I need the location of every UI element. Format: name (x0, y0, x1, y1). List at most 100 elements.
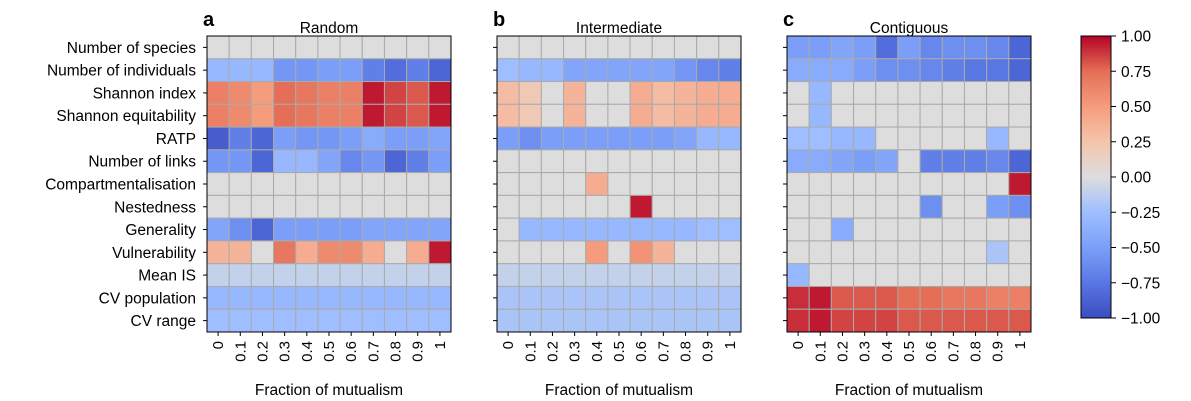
heatmap-cell (406, 126, 430, 151)
heatmap-cell (317, 285, 341, 310)
heatmap-cell (339, 240, 363, 265)
heatmap-cell (496, 240, 520, 265)
heatmap-cell (339, 81, 363, 105)
heatmap-cell (1008, 194, 1032, 219)
heatmap-cell (339, 126, 363, 151)
heatmap-cell (853, 103, 877, 128)
heatmap-cell (651, 35, 675, 60)
heatmap-cell (428, 103, 452, 128)
heatmap-cell (941, 217, 965, 242)
heatmap-cell (361, 240, 385, 265)
x-tick-label: 0.8 (678, 341, 695, 362)
heatmap-cell (206, 240, 230, 265)
heatmap-cell (1008, 35, 1032, 60)
panel-title: Random (300, 20, 359, 37)
heatmap-cell (651, 149, 675, 174)
heatmap-cell (228, 263, 252, 287)
heatmap-cell (563, 81, 587, 105)
heatmap-cell (339, 217, 363, 242)
heatmap-cell (629, 58, 653, 83)
heatmap-cell (786, 240, 810, 265)
heatmap-cell (518, 285, 542, 310)
heatmap-cell (808, 172, 832, 196)
heatmap-cell (830, 194, 855, 219)
heatmap-cell (875, 217, 899, 242)
x-tick-label: 0.4 (299, 341, 316, 362)
heatmap-cell (830, 172, 855, 196)
x-tick-label: 0.7 (365, 341, 382, 362)
heatmap-cell (786, 308, 810, 333)
x-tick-label: 0.6 (923, 341, 940, 362)
heatmap-cell (941, 240, 965, 265)
heatmap-cell (206, 172, 230, 196)
heatmap-cell (228, 285, 252, 310)
heatmap-cell (607, 263, 631, 287)
heatmap-cell (919, 240, 943, 265)
heatmap-cell (496, 172, 520, 196)
panel-letter: b (493, 9, 505, 31)
heatmap-cell (897, 285, 921, 310)
heatmap-cell (673, 172, 698, 196)
heatmap-cell (696, 240, 720, 265)
heatmap-cell (607, 35, 631, 60)
row-labels: Number of species Number of individuals Sh… (45, 40, 196, 330)
x-tick-label: 0.3 (277, 341, 294, 362)
heatmap-cell (273, 240, 297, 265)
heatmap-cell (273, 217, 297, 242)
heatmap-cell (897, 240, 921, 265)
heatmap-cell (808, 126, 832, 151)
x-tick-label: 0.5 (321, 341, 338, 362)
heatmap-cell (808, 149, 832, 174)
heatmap-cell (273, 149, 297, 174)
heatmap-cell (875, 35, 899, 60)
heatmap-cell (853, 217, 877, 242)
heatmap-cell (406, 58, 430, 83)
heatmap-cell (786, 126, 810, 151)
heatmap-cell (963, 103, 988, 128)
colorbar-ticks: 1.00 0.75 0.50 0.25 0.00 −0.25 −0.50 −0.75 −1.00 (1111, 29, 1161, 328)
heatmap-cell (206, 126, 230, 151)
heatmap-cell (585, 194, 609, 219)
heatmap-cell (830, 263, 855, 287)
heatmap-cell (273, 103, 297, 128)
heatmap-cell (651, 58, 675, 83)
heatmap-cell (808, 35, 832, 60)
heatmap-cell (406, 263, 430, 287)
heatmap-cell (563, 217, 587, 242)
heatmap-cell (1008, 263, 1032, 287)
heatmap-cell (206, 285, 230, 310)
heatmap-cell (919, 285, 943, 310)
heatmap-cell (383, 263, 408, 287)
heatmap-cell (585, 263, 609, 287)
heatmap-cell (941, 149, 965, 174)
heatmap-cell (250, 126, 275, 151)
row-label: Nestedness (114, 199, 196, 216)
heatmap-cell (428, 308, 452, 333)
heatmap-cell (673, 240, 698, 265)
heatmap-cell (206, 81, 230, 105)
heatmap-cell (875, 149, 899, 174)
heatmap-cell (696, 308, 720, 333)
heatmap-cell (897, 194, 921, 219)
heatmap-cell (673, 149, 698, 174)
heatmap-cell (875, 194, 899, 219)
heatmap-cell (696, 285, 720, 310)
heatmap-cell (986, 285, 1010, 310)
heatmap-cell (250, 240, 275, 265)
heatmap-cell (919, 194, 943, 219)
heatmap-cell (406, 35, 430, 60)
heatmap-cell (718, 263, 742, 287)
heatmap-cell (496, 263, 520, 287)
heatmap-cell (941, 103, 965, 128)
heatmap-cell (383, 58, 408, 83)
heatmap-cell (563, 58, 587, 83)
colorbar-tick-label: 0.75 (1121, 64, 1151, 81)
heatmap-cell (428, 58, 452, 83)
heatmap-cell (295, 149, 319, 174)
x-tick-label: 0.4 (589, 341, 606, 362)
x-tick-label: 0.2 (254, 341, 271, 362)
heatmap-cell (295, 217, 319, 242)
heatmap-cell (496, 194, 520, 219)
heatmap-cell (986, 58, 1010, 83)
